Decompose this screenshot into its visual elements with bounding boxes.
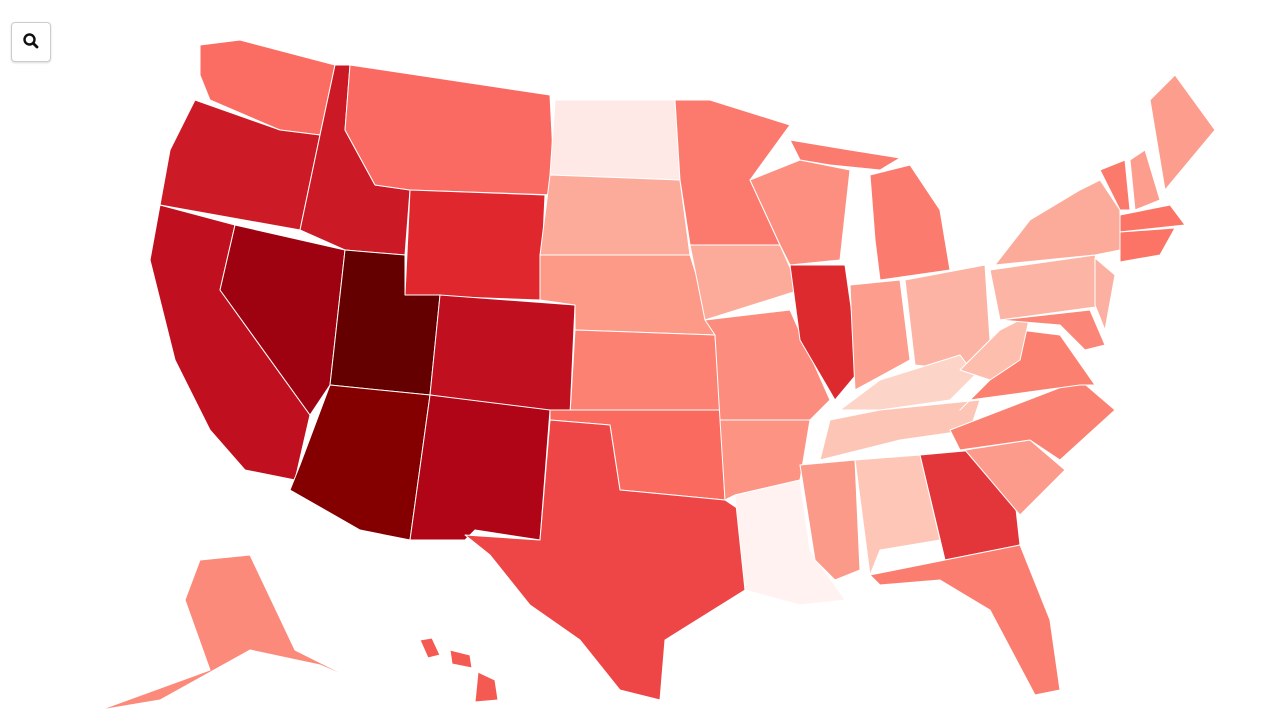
state xyxy=(994,179,1121,266)
state xyxy=(449,649,473,669)
search-icon xyxy=(23,32,39,48)
state xyxy=(569,329,721,416)
state xyxy=(959,314,1031,381)
state xyxy=(1119,227,1176,263)
state xyxy=(799,459,861,581)
state xyxy=(869,544,1061,696)
search-button[interactable] xyxy=(11,22,51,62)
state xyxy=(429,294,576,416)
state xyxy=(404,189,546,301)
state xyxy=(734,479,846,606)
state xyxy=(789,139,901,171)
state xyxy=(849,279,911,391)
state xyxy=(869,164,951,281)
state xyxy=(999,309,1106,351)
state xyxy=(344,64,556,196)
state xyxy=(1129,149,1161,211)
state xyxy=(549,99,681,181)
state xyxy=(219,224,346,416)
state xyxy=(819,399,981,461)
state xyxy=(464,419,746,701)
state xyxy=(474,671,499,703)
state xyxy=(409,394,551,541)
state xyxy=(1094,257,1116,331)
state xyxy=(1119,204,1186,233)
state xyxy=(99,554,356,711)
state xyxy=(789,264,861,401)
state xyxy=(539,174,691,256)
state xyxy=(854,454,941,576)
state xyxy=(689,244,801,321)
state xyxy=(1099,159,1131,211)
state xyxy=(419,637,441,659)
state xyxy=(989,254,1111,321)
state xyxy=(1149,74,1216,191)
